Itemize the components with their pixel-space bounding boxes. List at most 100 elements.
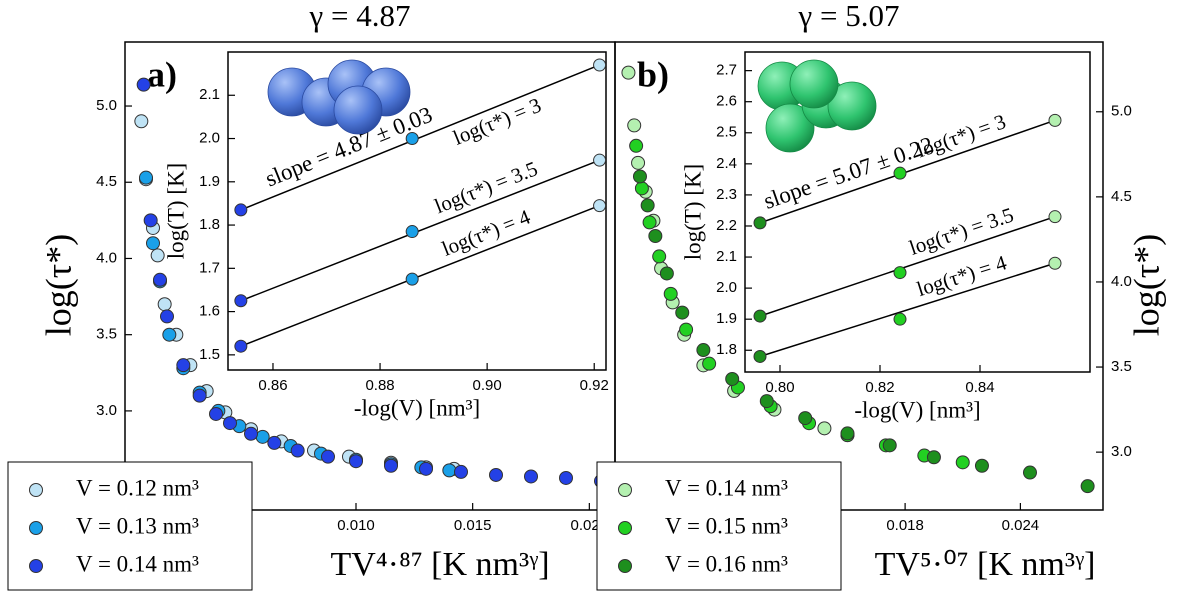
- fit-line: [240, 204, 600, 347]
- molecule-bead: [789, 59, 839, 109]
- y-tick-label: 1.8: [716, 341, 737, 358]
- legend-label: V = 0.14 nm³: [76, 551, 199, 576]
- legend-box: [596, 461, 842, 591]
- x-tick-label: 0.88: [365, 377, 394, 394]
- point: [234, 294, 248, 308]
- legend-label: V = 0.12 nm³: [76, 475, 199, 500]
- point: [817, 421, 832, 436]
- panel-title: γ = 4.87: [309, 0, 411, 33]
- y-tick-label: 1.6: [199, 303, 220, 320]
- y-tick-label: 1.8: [199, 216, 220, 233]
- panel-label: b): [637, 54, 669, 94]
- x-axis-label: TV⁴·⁸⁷ [K nm³ᵞ]: [330, 546, 549, 583]
- point: [1080, 479, 1095, 494]
- point: [882, 438, 897, 453]
- x-tick-label: 0.010: [337, 517, 375, 534]
- point: [632, 169, 647, 184]
- y-tick-label: 5.0: [1111, 103, 1132, 120]
- point: [150, 248, 165, 263]
- point: [640, 198, 655, 213]
- point: [753, 349, 767, 363]
- x-tick-label: 0.92: [580, 377, 609, 394]
- x-tick-label: 0.82: [865, 379, 894, 396]
- y-tick-label: 1.9: [716, 310, 737, 327]
- point: [136, 77, 151, 92]
- plot-frame: [614, 41, 1104, 511]
- point: [659, 266, 674, 281]
- point: [1048, 113, 1062, 127]
- point: [405, 272, 419, 286]
- fit-line: [240, 64, 600, 211]
- point: [290, 443, 305, 458]
- y-tick-label: 2.7: [716, 62, 737, 79]
- fit-line: [759, 262, 1056, 358]
- y-tick-label: 2.0: [199, 129, 220, 146]
- legend-marker: [29, 521, 43, 535]
- y-tick-label: 2.0: [716, 279, 737, 296]
- point: [134, 114, 149, 129]
- legend-box: [7, 461, 253, 591]
- y-tick-label: 2.1: [199, 86, 220, 103]
- y-tick-label: 1.7: [199, 259, 220, 276]
- legend-marker: [29, 559, 43, 573]
- point: [955, 455, 970, 470]
- point: [631, 155, 646, 170]
- point: [648, 229, 663, 244]
- fit-line: [759, 119, 1056, 224]
- point: [627, 118, 642, 133]
- point: [209, 406, 223, 421]
- point: [675, 305, 690, 320]
- molecule-bead: [827, 81, 877, 131]
- molecule-bead: [333, 85, 383, 135]
- point: [234, 339, 248, 353]
- y-tick-label: 2.5: [716, 124, 737, 141]
- point: [753, 309, 767, 323]
- y-tick-label: 3.5: [96, 326, 117, 343]
- inset-x-label: -log(V) [nm³]: [854, 397, 980, 422]
- inset-x-label: -log(V) [nm³]: [354, 395, 480, 420]
- legend-label: V = 0.13 nm³: [76, 513, 199, 538]
- x-tick-label: 0.84: [965, 379, 994, 396]
- y-tick-label: 2.3: [716, 186, 737, 203]
- point: [634, 181, 649, 196]
- point: [454, 464, 468, 479]
- y-tick-label: 3.0: [1111, 443, 1132, 460]
- point: [629, 138, 644, 153]
- point: [442, 463, 457, 478]
- point: [524, 469, 538, 484]
- y-axis-label: log(τ*): [1126, 234, 1166, 336]
- point: [840, 426, 855, 441]
- y-tick-label: 1.9: [199, 173, 220, 190]
- point: [321, 449, 335, 464]
- y-tick-label: 2.1: [716, 248, 737, 265]
- y-tick-label: 2.4: [716, 155, 737, 172]
- point: [593, 199, 607, 213]
- point: [696, 343, 711, 358]
- fit-line: [759, 215, 1056, 317]
- point: [893, 312, 907, 326]
- point: [489, 467, 503, 482]
- point: [893, 166, 907, 180]
- y-tick-label: 4.5: [96, 173, 117, 190]
- y-tick-label: 4.5: [1111, 188, 1132, 205]
- point: [974, 458, 989, 473]
- point: [1022, 465, 1037, 480]
- x-tick-label: 0.80: [765, 379, 794, 396]
- point: [593, 153, 607, 167]
- legend-label: V = 0.16 nm³: [665, 551, 788, 576]
- point: [267, 435, 282, 450]
- inset-y-label: log(T) [K]: [680, 164, 705, 260]
- molecule-bead: [765, 103, 815, 153]
- legend-marker: [618, 483, 632, 497]
- point: [405, 225, 419, 239]
- point: [642, 215, 657, 230]
- point: [419, 461, 433, 476]
- point: [663, 286, 678, 301]
- point: [725, 371, 740, 386]
- y-tick-label: 4.0: [1111, 273, 1132, 290]
- y-tick-label: 5.0: [96, 97, 117, 114]
- point: [559, 470, 573, 485]
- point: [146, 236, 160, 251]
- point: [926, 450, 941, 465]
